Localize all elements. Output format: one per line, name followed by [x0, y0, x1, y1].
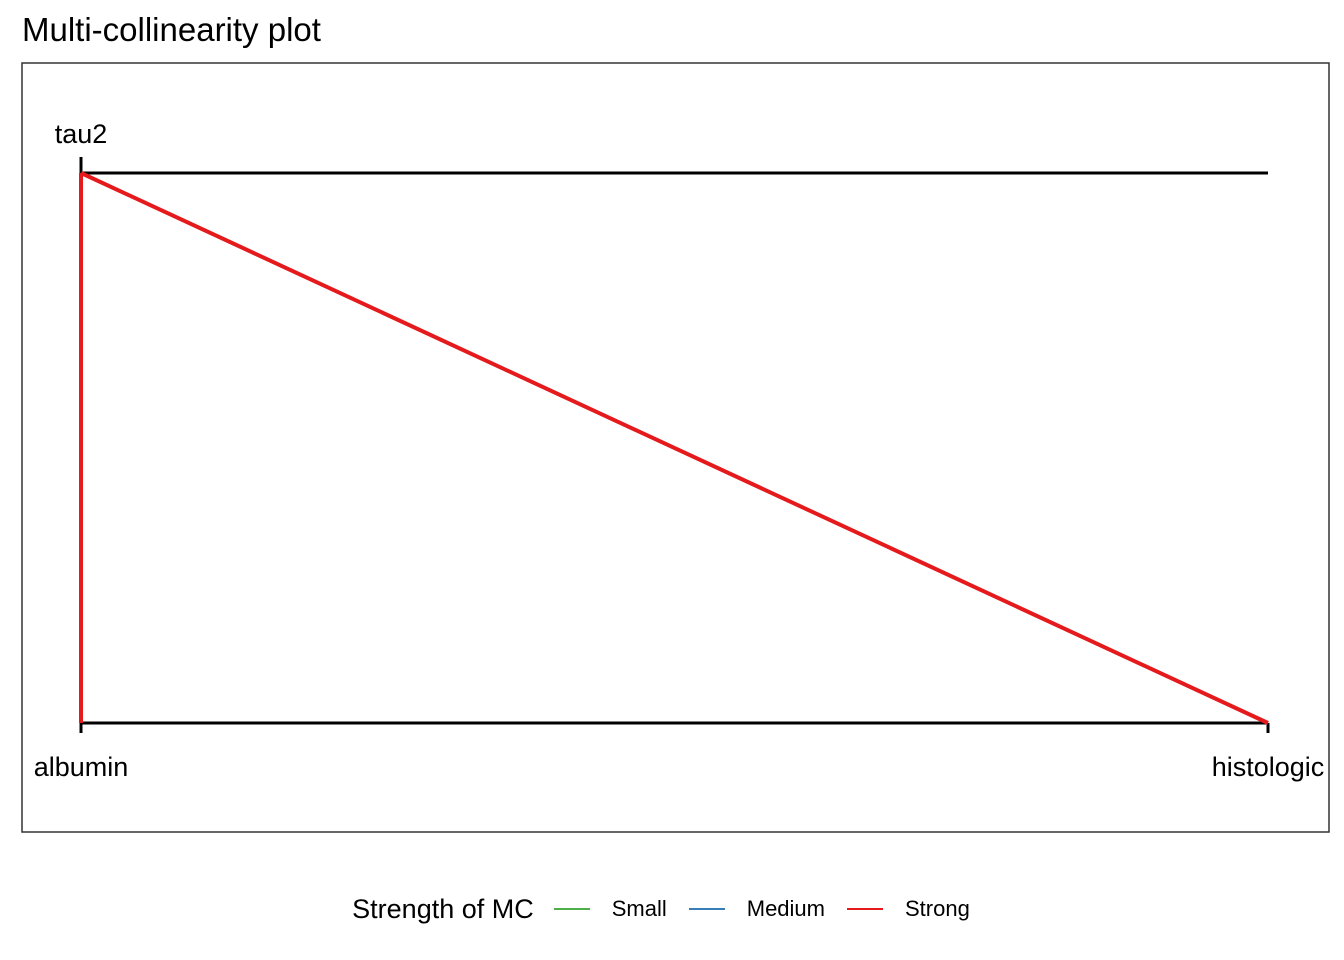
axis-layer: [79, 157, 1270, 733]
node-label-albumin: albumin: [34, 752, 129, 782]
panel-border: [21, 62, 1330, 833]
legend: Strength of MC Small Medium Strong: [0, 888, 1344, 930]
legend-item-medium: Medium: [688, 896, 825, 922]
legend-label-strong: Strong: [905, 896, 970, 921]
node-label-histologic: histologic: [1212, 752, 1325, 782]
edge-tau2-histologic: [80, 171, 1269, 725]
legend-item-strong: Strong: [847, 896, 970, 922]
node-label-tau2: tau2: [55, 119, 108, 149]
chart-title: Multi-collinearity plot: [22, 11, 321, 48]
legend-key-small: [553, 908, 590, 910]
legend-key-medium: [688, 908, 725, 910]
legend-title: Strength of MC: [352, 893, 534, 924]
edge-layer: [79, 171, 1269, 725]
legend-key-strong: [847, 908, 883, 910]
legend-label-small: Small: [611, 896, 667, 921]
label-layer: tau2 albumin histologic: [34, 119, 1325, 782]
legend-label-medium: Medium: [746, 896, 825, 921]
legend-item-small: Small: [553, 896, 667, 922]
